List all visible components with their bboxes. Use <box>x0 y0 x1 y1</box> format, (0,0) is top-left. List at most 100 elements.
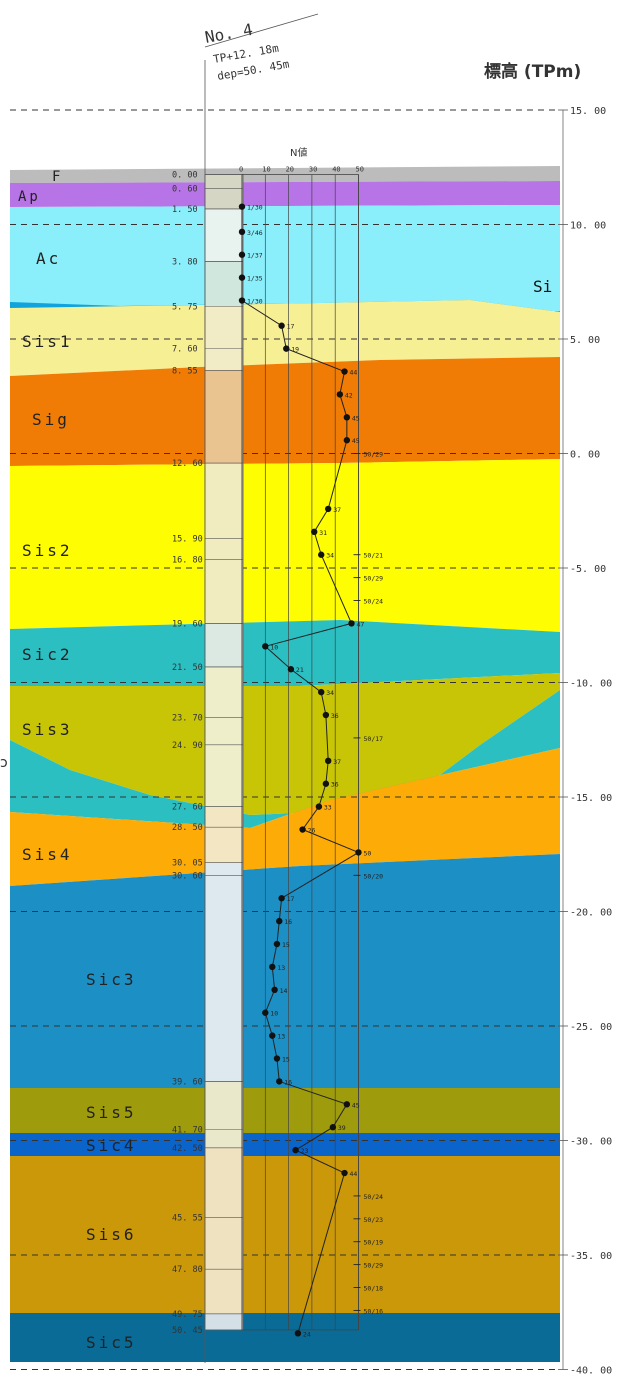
side-label-si: Si <box>533 277 552 296</box>
refusal-label: 50/18 <box>364 1285 384 1293</box>
layer-Sic5 <box>10 1313 560 1362</box>
depth-label: 49. 75 <box>172 1310 203 1320</box>
refusal-label: 50/24 <box>364 1193 384 1201</box>
layer-label-sis3: Sis3 <box>22 720 73 739</box>
depth-label: 16. 80 <box>172 555 203 565</box>
n-point-label: 42 <box>345 391 353 399</box>
depth-label: 45. 55 <box>172 1214 203 1224</box>
n-point-label: 34 <box>326 689 334 697</box>
column-segment <box>204 1147 244 1315</box>
n-point-label: 39 <box>338 1124 346 1132</box>
layer-label-ac: Ac <box>36 249 61 268</box>
n-point-label: 1/30 <box>247 298 263 306</box>
n-point <box>343 1101 351 1108</box>
n-point <box>341 368 348 375</box>
n-point-label: 50 <box>364 849 372 857</box>
refusal-label: 50/21 <box>364 552 384 560</box>
elevation-title: 標高 (TPm) <box>484 61 581 82</box>
n-tick-label: 30 <box>309 166 317 174</box>
n-point-label: 21 <box>296 666 304 674</box>
axis-tick-label: -5. 00 <box>570 564 606 575</box>
layer-label-f: F <box>52 169 63 185</box>
layer-Sis2 <box>10 459 560 632</box>
n-point <box>299 826 306 833</box>
depth-label: 0. 60 <box>172 184 198 194</box>
axis-tick-label: -30. 00 <box>570 1137 612 1148</box>
n-point <box>269 1032 276 1039</box>
n-point <box>341 1169 348 1177</box>
n-tick-label: 40 <box>332 166 340 174</box>
n-point <box>273 940 281 948</box>
n-point-label: 37 <box>333 506 341 514</box>
layer-Ac <box>10 205 560 311</box>
layer-label-sis6: Sis6 <box>86 1225 137 1244</box>
depth-label: 0. 00 <box>172 171 198 181</box>
n-point <box>292 1146 299 1154</box>
layer-labels: F Ap Ac Sis1 Sig Sis2 Sic2 Sis3 Sis4 Sic3 Sis5 Sic4… <box>18 169 137 1352</box>
layer-label-sic4: Sic4 <box>86 1136 137 1155</box>
axis-tick-label: 10. 00 <box>570 221 606 232</box>
n-point-label: 23 <box>301 1147 309 1155</box>
layer-label-sis2: Sis2 <box>22 541 73 560</box>
axis-tick-label: -35. 00 <box>570 1251 612 1262</box>
axis-tick-label: 0. 00 <box>570 450 600 461</box>
n-point-label: 26 <box>308 827 316 835</box>
refusal-label: 50/19 <box>364 1239 384 1247</box>
axis-tick-label: -15. 00 <box>570 793 612 804</box>
n-point-label: 15 <box>282 941 290 949</box>
n-point <box>238 274 246 281</box>
column-segment <box>204 1313 244 1331</box>
edge-label: ɔ <box>0 755 8 771</box>
depth-label: 21. 50 <box>172 663 203 673</box>
n-point <box>325 757 332 765</box>
depth-label: 28. 50 <box>172 823 203 833</box>
column-segment <box>204 1081 244 1149</box>
depth-label: 12. 60 <box>172 459 203 469</box>
depth-label: 30. 60 <box>172 871 203 881</box>
depth-label: 42. 50 <box>172 1144 203 1154</box>
n-point <box>329 1124 337 1131</box>
axis-tick-label: -10. 00 <box>570 679 612 690</box>
n-point <box>343 437 351 444</box>
column-segment <box>204 306 244 371</box>
n-point <box>276 1078 283 1085</box>
n-tick-label: 10 <box>262 166 270 174</box>
n-point-label: 45 <box>352 1101 360 1109</box>
n-point <box>278 895 285 902</box>
n-point <box>348 620 355 627</box>
depth-label: 50. 45 <box>172 1326 203 1336</box>
n-point-label: 17 <box>287 323 295 331</box>
n-point <box>311 528 318 536</box>
n-point-label: 17 <box>287 895 295 903</box>
n-point-label: 3/46 <box>247 229 263 237</box>
layer-Sic2-lower <box>10 690 560 828</box>
n-point <box>315 803 323 810</box>
n-point-label: 45 <box>352 437 360 445</box>
refusal-label: 50/24 <box>364 598 384 606</box>
n-point-label: 45 <box>352 414 360 422</box>
refusal-label: 50/29 <box>364 451 384 459</box>
layer-label-sic5: Sic5 <box>86 1333 137 1352</box>
depth-label: 23. 70 <box>172 713 203 723</box>
column-segment <box>204 862 244 1082</box>
axis-tick-label: 5. 00 <box>570 335 600 346</box>
layer-label-sig: Sig <box>32 410 70 429</box>
layer-Sis1 <box>10 300 560 376</box>
layer-label-sic2: Sic2 <box>22 645 73 664</box>
n-point <box>269 963 276 971</box>
n-point-label: 44 <box>350 369 358 377</box>
n-tick-label: 0 <box>239 166 243 174</box>
n-point <box>238 251 246 258</box>
n-point-label: 1/35 <box>247 275 263 283</box>
depth-label: 41. 70 <box>172 1126 203 1136</box>
depth-label: 3. 80 <box>172 258 198 268</box>
n-point <box>238 203 246 210</box>
column-segment <box>204 174 244 210</box>
n-point <box>287 666 295 673</box>
layer-Ap <box>10 181 560 207</box>
n-point-label: 19 <box>291 346 299 354</box>
n-point <box>355 849 362 856</box>
n-point <box>325 505 332 513</box>
n-point <box>262 643 269 650</box>
n-point-label: 10 <box>270 1010 278 1018</box>
